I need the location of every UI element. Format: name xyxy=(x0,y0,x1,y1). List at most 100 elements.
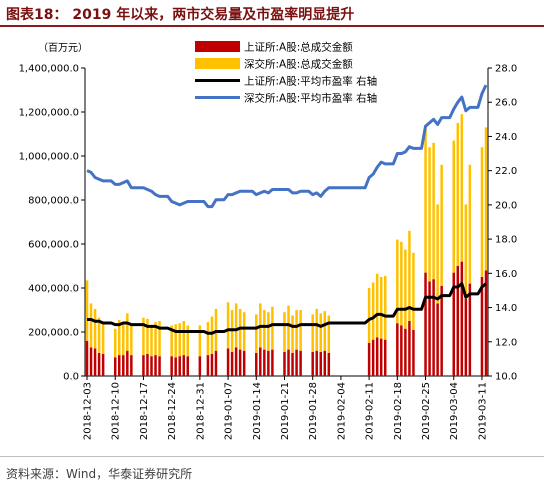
bar-sh-volume xyxy=(404,328,407,376)
bar-sz-volume xyxy=(101,322,105,354)
line-sh-pe xyxy=(87,282,487,335)
legend-sz-pe-label: 深交所:A股:平均市盈率 右轴 xyxy=(244,92,377,105)
bar-sh-volume xyxy=(383,339,387,376)
right-tick-label: 14.0 xyxy=(495,303,517,314)
bar-sz-volume xyxy=(142,317,145,356)
bar-sz-volume xyxy=(299,310,302,351)
bar-sh-volume xyxy=(255,352,258,376)
bar-sz-volume xyxy=(319,313,323,352)
bar-sz-volume xyxy=(271,306,274,350)
bar-sz-volume xyxy=(323,311,327,351)
bar-sz-volume xyxy=(234,303,238,348)
bar-sh-volume xyxy=(113,357,117,376)
left-tick-label: 400,000.0 xyxy=(28,284,79,295)
right-tick-label: 10.0 xyxy=(495,372,517,383)
bar-sh-volume xyxy=(460,261,464,376)
bar-sh-volume xyxy=(230,351,234,376)
bar-sh-volume xyxy=(283,351,286,376)
bar-sh-volume xyxy=(452,272,455,376)
x-tick-label: 2019-03-04 xyxy=(449,382,460,440)
bar-sh-volume xyxy=(484,270,488,376)
legend-sh-volume-label: 上证所:A股:总成交金额 xyxy=(244,41,353,54)
bar-sh-volume xyxy=(150,356,153,376)
bar-sz-volume xyxy=(379,277,383,339)
x-tick-label: 2019-02-04 xyxy=(336,382,347,440)
x-tick-label: 2019-03-11 xyxy=(477,382,488,440)
x-tick-label: 2018-12-31 xyxy=(195,382,206,440)
left-tick-label: 0.0 xyxy=(63,372,79,383)
bar-sz-volume xyxy=(456,123,460,266)
bar-sh-volume xyxy=(146,354,149,376)
bar-sh-volume xyxy=(242,350,246,376)
legend-sz-volume-label: 深交所:A股:总成交金额 xyxy=(244,58,353,71)
x-tick-label: 2019-01-21 xyxy=(280,382,291,440)
bar-sh-volume xyxy=(93,348,97,376)
title-bar: 图表18： 2019 年以来，两市交易量及市盈率明显提升 xyxy=(0,0,544,27)
bar-sh-volume xyxy=(464,299,468,376)
legend-sh-volume-swatch xyxy=(195,41,240,52)
bar-sz-volume xyxy=(174,324,177,358)
x-tick-label: 2018-12-03 xyxy=(83,382,94,440)
bar-sz-volume xyxy=(295,310,298,350)
axes-layer: 0.0 200,000.0 400,000.0 600,000.0 800,000.0 1… xyxy=(19,64,518,441)
bar-sh-volume xyxy=(142,355,145,376)
bar-sz-volume xyxy=(452,140,455,273)
bar-sh-volume xyxy=(440,285,443,376)
bar-sz-volume xyxy=(113,328,117,358)
bar-sz-volume xyxy=(89,303,93,348)
bar-sz-volume xyxy=(383,275,387,340)
left-tick-label: 1,000,000.0 xyxy=(19,152,79,163)
right-tick-label: 24.0 xyxy=(495,132,517,143)
bar-sz-volume xyxy=(85,280,89,341)
bar-sh-volume xyxy=(178,356,181,376)
bar-sz-volume xyxy=(311,314,314,352)
bar-sh-volume xyxy=(432,279,435,376)
right-tick-label: 22.0 xyxy=(495,166,517,177)
bar-sh-volume xyxy=(428,281,431,376)
left-tick-label: 800,000.0 xyxy=(28,196,79,207)
bar-sh-volume xyxy=(267,350,270,376)
bar-sz-volume xyxy=(255,314,258,353)
bar-sz-volume xyxy=(178,323,181,357)
left-tick-label: 1,200,000.0 xyxy=(19,108,79,119)
bar-sh-volume xyxy=(154,355,157,376)
bar-sh-volume xyxy=(118,355,121,376)
lines-layer xyxy=(86,84,488,335)
bar-sz-volume xyxy=(214,308,218,351)
bar-sh-volume xyxy=(412,329,415,376)
bar-sz-volume xyxy=(375,273,379,338)
bar-sz-volume xyxy=(267,312,270,351)
bar-sh-volume xyxy=(214,350,218,376)
bar-sh-volume xyxy=(396,323,399,376)
bar-sz-volume xyxy=(97,317,101,353)
bar-sh-volume xyxy=(234,347,238,376)
bar-sh-volume xyxy=(311,351,314,376)
bar-sz-volume xyxy=(118,319,121,356)
bar-sh-volume xyxy=(85,340,89,376)
left-tick-label: 200,000.0 xyxy=(28,328,79,339)
figure-title: 图表18： 2019 年以来，两市交易量及市盈率明显提升 xyxy=(6,7,355,23)
bar-sz-volume xyxy=(122,322,125,356)
bar-sz-volume xyxy=(396,239,399,324)
left-tick-label: 1,400,000.0 xyxy=(19,64,79,75)
left-tick-label: 600,000.0 xyxy=(28,240,79,251)
bar-sz-volume xyxy=(182,321,185,356)
bar-sz-volume xyxy=(400,241,403,326)
bar-sz-volume xyxy=(408,230,411,321)
bar-sz-volume xyxy=(93,308,97,349)
bar-sh-volume xyxy=(122,355,125,376)
right-tick-label: 12.0 xyxy=(495,337,517,348)
bar-sh-volume xyxy=(259,347,262,376)
bar-sh-volume xyxy=(170,356,173,376)
bar-sh-volume xyxy=(226,348,230,376)
bar-sh-volume xyxy=(375,337,379,376)
source-bar: 资料来源：Wind，华泰证券研究所 xyxy=(0,456,544,485)
bar-sh-volume xyxy=(456,266,460,376)
right-tick-label: 20.0 xyxy=(495,200,517,211)
bar-sh-volume xyxy=(186,356,190,376)
bar-sh-volume xyxy=(408,321,411,376)
bar-sz-volume xyxy=(424,129,427,273)
left-axis-unit-label: （百万元） xyxy=(38,42,88,54)
right-tick-label: 28.0 xyxy=(495,64,517,75)
